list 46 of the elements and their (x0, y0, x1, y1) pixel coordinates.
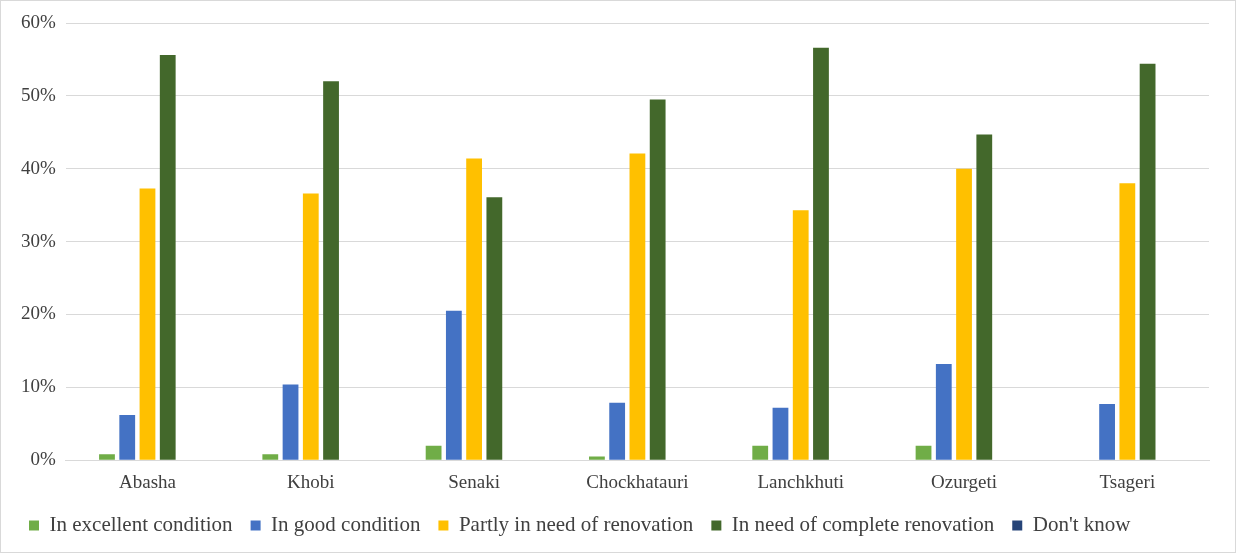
y-tick-label: 10% (21, 375, 56, 397)
bar (466, 158, 482, 460)
y-tick-label: 40% (21, 156, 56, 178)
bar (486, 197, 503, 460)
legend-label: In excellent condition (49, 512, 234, 537)
bar (282, 384, 299, 460)
bar (915, 445, 932, 460)
bar (302, 193, 319, 460)
bar (99, 454, 115, 460)
bar (752, 445, 769, 460)
bar (609, 402, 626, 460)
bar (323, 81, 339, 460)
y-tick-label: 20% (21, 302, 56, 324)
bar (813, 47, 829, 460)
x-tick-label: Ozurgeti (930, 470, 998, 492)
legend-label: Don't know (1032, 512, 1132, 537)
x-tick-label: Senaki (448, 470, 500, 492)
bar (425, 445, 442, 460)
bar (976, 134, 993, 460)
bar (772, 407, 789, 460)
legend-label: In need of complete renovation (731, 512, 995, 537)
x-tick-label: Chockhatauri (586, 470, 689, 492)
y-tick-label: 50% (21, 83, 56, 105)
bar (159, 55, 176, 460)
bar (119, 415, 136, 460)
legend-label: In good condition (271, 512, 421, 537)
bar (956, 168, 972, 460)
bar (1139, 63, 1156, 460)
y-tick-label: 30% (21, 229, 56, 251)
bar (792, 210, 809, 460)
bar (649, 99, 666, 460)
bar (1099, 404, 1115, 460)
x-tick-label: Tsageri (1099, 470, 1156, 492)
bar (445, 310, 462, 460)
bar (935, 364, 952, 460)
x-tick-label: Abasha (118, 470, 177, 492)
y-tick-label: 0% (30, 448, 56, 470)
x-tick-label: Khobi (287, 470, 335, 492)
bar (629, 153, 646, 460)
bar (1119, 183, 1136, 460)
bar (262, 454, 279, 460)
bar (589, 456, 605, 460)
legend-label: Partly in need of renovation (458, 512, 694, 537)
x-tick-label: Lanchkhuti (757, 470, 844, 492)
y-tick-label: 60% (21, 10, 56, 32)
bar (139, 188, 156, 460)
